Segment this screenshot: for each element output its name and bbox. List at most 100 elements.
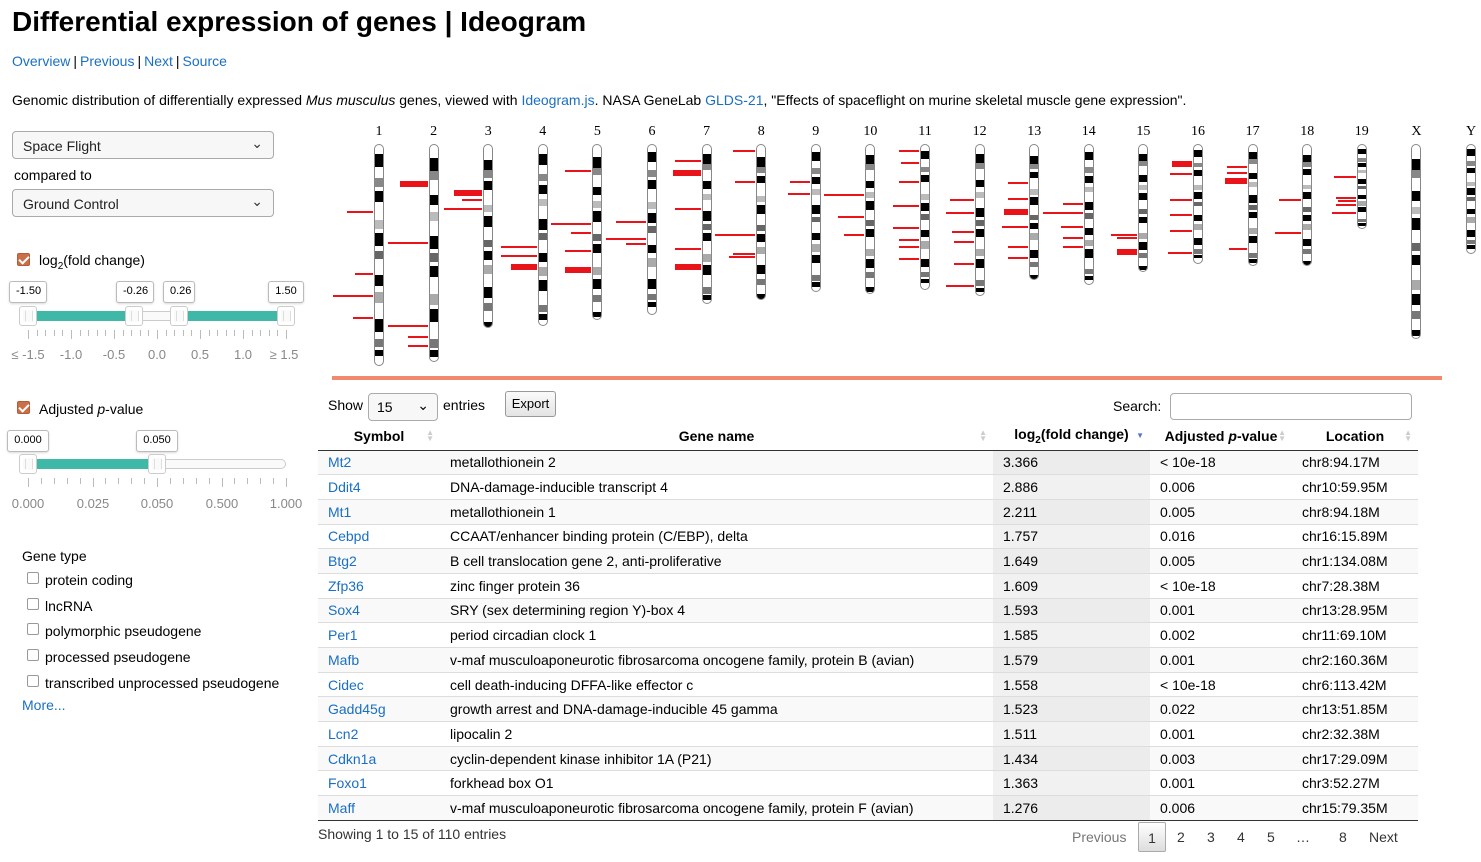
gene-symbol-link[interactable]: Btg2 (328, 553, 357, 570)
chromosome-17[interactable] (1247, 144, 1258, 266)
table-row[interactable]: Sox4 SRY (sex determining region Y)-box 4… (318, 597, 1418, 623)
gene-type-checkbox-lncrna[interactable] (27, 598, 39, 610)
gene-marker[interactable] (355, 272, 373, 275)
col-location[interactable]: Location ▲ ▼ (1292, 423, 1418, 451)
gene-marker[interactable] (1335, 196, 1356, 199)
gene-marker[interactable] (1331, 212, 1356, 214)
pager-next[interactable]: Next (1369, 829, 1398, 845)
gene-marker[interactable] (1170, 230, 1192, 233)
gene-marker[interactable] (893, 227, 919, 230)
pvalue-min-handle[interactable] (19, 454, 37, 474)
gene-marker[interactable] (387, 242, 428, 245)
gene-marker[interactable] (1168, 252, 1192, 254)
gene-symbol-link[interactable]: Ddit4 (328, 479, 361, 496)
gene-symbol-link[interactable]: Foxo1 (328, 775, 367, 792)
chromosome-5[interactable] (592, 144, 603, 320)
gene-marker[interactable] (500, 255, 537, 258)
pager-page-4[interactable]: 4 (1237, 829, 1245, 845)
gene-marker[interactable] (1226, 165, 1247, 168)
pager-page-2[interactable]: 2 (1177, 829, 1185, 845)
pager-page-5[interactable]: 5 (1267, 829, 1275, 845)
chromosome-11[interactable] (920, 144, 930, 290)
gene-symbol-link[interactable]: Cidec (328, 676, 364, 693)
control-select[interactable]: Ground Control ⌄ (12, 189, 274, 217)
gene-symbol-link[interactable]: Cdkn1a (328, 750, 377, 767)
gene-marker[interactable] (1275, 231, 1302, 234)
gene-symbol-link[interactable]: Mafb (328, 651, 360, 668)
pager-page-1[interactable]: 1 (1138, 822, 1166, 852)
table-row[interactable]: Btg2 B cell translocation gene 2, anti-pr… (318, 548, 1418, 574)
chromosome-1[interactable] (374, 144, 384, 366)
gene-marker[interactable] (899, 149, 919, 152)
gene-marker[interactable] (510, 264, 537, 271)
gene-marker[interactable] (407, 335, 428, 338)
chromosome-16[interactable] (1193, 144, 1203, 264)
table-row[interactable]: Lcn2 lipocalin 2 1.511 0.001 chr2:32.38M (318, 721, 1418, 747)
gene-type-checkbox-transcribed[interactable] (27, 675, 39, 687)
gene-marker[interactable] (735, 181, 756, 184)
gene-marker[interactable] (616, 220, 646, 223)
gene-symbol-link[interactable]: Mt2 (328, 454, 352, 471)
chromosome-18[interactable] (1302, 144, 1313, 266)
col-symbol[interactable]: Symbol ▲ ▼ (318, 423, 440, 451)
gene-marker[interactable] (945, 212, 974, 215)
chromosome-2[interactable] (428, 144, 439, 362)
gene-marker[interactable] (551, 223, 592, 226)
gene-marker[interactable] (626, 243, 646, 246)
col-fold-change[interactable]: log2(fold change) ▼ (993, 423, 1150, 451)
table-row[interactable]: Mafb v-maf musculoaponeurotic fibrosarcom… (318, 647, 1418, 673)
table-row[interactable]: Ddit4 DNA-damage-inducible transcript 4 2.… (318, 474, 1418, 500)
chromosome-3[interactable] (483, 144, 494, 328)
gene-marker[interactable] (1008, 256, 1029, 259)
gene-marker[interactable] (1224, 178, 1247, 185)
gene-symbol-link[interactable]: Cebpd (328, 528, 370, 545)
search-input[interactable] (1170, 393, 1412, 420)
gene-marker[interactable] (674, 160, 701, 162)
pvalue-max-handle[interactable] (148, 454, 166, 474)
gene-symbol-link[interactable]: Per1 (328, 627, 358, 644)
fold-min-handle[interactable] (19, 306, 37, 326)
gene-marker[interactable] (387, 324, 428, 327)
gene-marker[interactable] (353, 317, 373, 320)
gene-marker[interactable] (1062, 203, 1083, 206)
gene-marker[interactable] (1226, 172, 1247, 175)
gene-marker[interactable] (1042, 211, 1083, 214)
gene-marker[interactable] (953, 262, 974, 265)
gene-marker[interactable] (1008, 246, 1029, 248)
chromosome-6[interactable] (647, 144, 657, 315)
gene-marker[interactable] (674, 208, 701, 210)
gene-marker[interactable] (789, 181, 810, 183)
export-button[interactable]: Export (505, 391, 556, 417)
table-row[interactable]: Mt1 metallothionein 1 2.211 0.005 chr8:94.18… (318, 498, 1418, 525)
gene-marker[interactable] (844, 234, 865, 236)
fold-change-checkbox[interactable] (17, 253, 30, 266)
gene-marker[interactable] (454, 190, 483, 196)
gene-marker[interactable] (672, 169, 701, 176)
col-gene-name[interactable]: Gene name ▲ ▼ (440, 423, 993, 451)
gene-marker[interactable] (838, 216, 865, 218)
gene-marker[interactable] (1170, 199, 1192, 202)
gene-symbol-link[interactable]: Zfp36 (328, 577, 364, 594)
gene-marker[interactable] (1172, 160, 1192, 167)
gene-symbol-link[interactable]: Gadd45g (328, 701, 386, 718)
gene-marker[interactable] (893, 205, 919, 208)
gene-marker[interactable] (733, 253, 756, 256)
gene-marker[interactable] (1335, 203, 1356, 206)
gene-marker[interactable] (674, 264, 701, 270)
gene-marker[interactable] (729, 256, 756, 259)
pager-previous[interactable]: Previous (1072, 829, 1127, 845)
gene-marker[interactable] (674, 248, 701, 250)
glds-link[interactable]: GLDS-21 (705, 92, 764, 108)
table-row[interactable]: Per1 period circadian clock 1 1.585 0.002 ch… (318, 622, 1418, 648)
gene-marker[interactable] (1004, 209, 1029, 216)
gene-type-checkbox-polymorphic[interactable] (27, 623, 39, 635)
gene-marker[interactable] (1170, 172, 1192, 175)
condition-select[interactable]: Space Flight ⌄ (12, 131, 274, 159)
gene-marker[interactable] (733, 150, 756, 153)
gene-marker[interactable] (1111, 233, 1138, 236)
nav-source-link[interactable]: Source (182, 53, 227, 69)
gene-symbol-link[interactable]: Sox4 (328, 602, 360, 619)
gene-marker[interactable] (565, 249, 592, 252)
gene-marker[interactable] (1062, 237, 1083, 240)
table-row[interactable]: Maff v-maf musculoaponeurotic fibrosarcom… (318, 795, 1418, 821)
